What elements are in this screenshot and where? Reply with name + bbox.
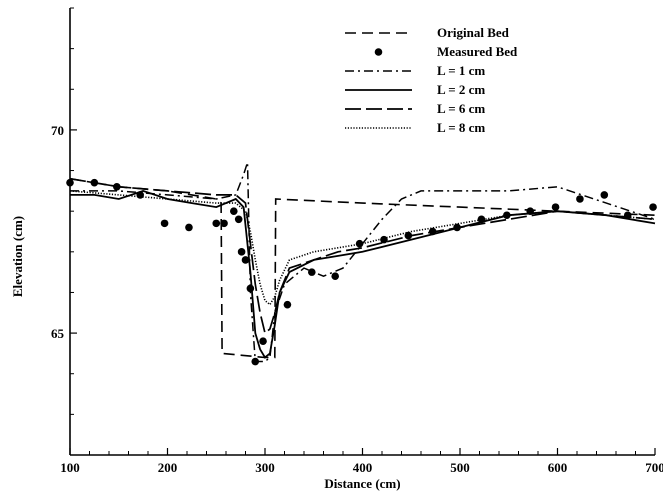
measured-bed-point (453, 223, 461, 232)
y-axis-label: Elevation (cm) (10, 216, 25, 297)
measured-bed-point (230, 207, 238, 215)
measured-bed-point (477, 215, 486, 224)
x-tick-label: 100 (60, 460, 80, 475)
measured-bed-point (308, 268, 316, 276)
measured-bed-point (600, 191, 609, 199)
measured-bed-point (113, 183, 121, 191)
measured-bed-point (576, 195, 584, 203)
measured-bed-point (649, 203, 657, 211)
legend-label-measured-bed: Measured Bed (437, 44, 518, 59)
measured-bed-point (212, 219, 221, 228)
ticks: 100 200 300 400 500 600 700 65 70 (51, 7, 663, 475)
measured-bed-point (551, 203, 560, 211)
measured-bed-point (331, 272, 340, 281)
measured-bed-point (283, 300, 292, 309)
measured-bed-point (136, 191, 144, 199)
series-line-l-8-cm (69, 190, 656, 306)
legend-label-l-2-cm: L = 2 cm (437, 82, 485, 97)
legend: Original Bed Measured Bed L = 1 cm L = 2 cm… (345, 25, 518, 135)
series-line-original-bed (69, 177, 656, 359)
measured-bed-point (237, 248, 246, 256)
y-tick-label: 65 (51, 326, 65, 341)
measured-bed-point (234, 215, 243, 224)
measured-bed-point (246, 284, 255, 293)
y-tick-label: 70 (51, 123, 64, 138)
measured-bed-point (220, 219, 228, 228)
x-tick-label: 500 (450, 460, 470, 475)
measured-bed-point (90, 178, 99, 187)
series-line-l-2-cm (70, 189, 656, 359)
measured-bed-point (623, 211, 632, 220)
x-tick-label: 200 (158, 460, 178, 475)
measured-bed-point (160, 219, 169, 228)
measured-bed-point (526, 207, 534, 215)
measured-bed-point (185, 223, 193, 232)
x-tick-label: 300 (255, 460, 275, 475)
measured-bed-point (503, 211, 511, 220)
measured-points (66, 178, 657, 366)
legend-label-original-bed: Original Bed (437, 25, 510, 40)
legend-label-l-1-cm: L = 1 cm (437, 63, 485, 78)
x-tick-label: 600 (548, 460, 568, 475)
legend-marker-measured-bed (374, 48, 383, 56)
measured-bed-point (241, 256, 250, 264)
x-axis-label: Distance (cm) (324, 476, 400, 491)
x-tick-label: 400 (353, 460, 373, 475)
measured-bed-point (259, 337, 267, 346)
series-lines (69, 162, 656, 363)
axes (69, 8, 655, 456)
measured-bed-point (380, 235, 388, 244)
legend-label-l-8-cm: L = 8 cm (437, 120, 485, 135)
series-line-l-1-cm (70, 162, 656, 363)
measured-bed-point (251, 357, 260, 366)
measured-bed-point (404, 231, 413, 240)
measured-bed-point (66, 178, 74, 187)
x-tick-label: 700 (645, 460, 663, 475)
series-line-l-6-cm (69, 177, 656, 335)
measured-bed-point (355, 239, 364, 248)
measured-bed-point (428, 227, 437, 236)
legend-label-l-6-cm: L = 6 cm (437, 101, 485, 116)
